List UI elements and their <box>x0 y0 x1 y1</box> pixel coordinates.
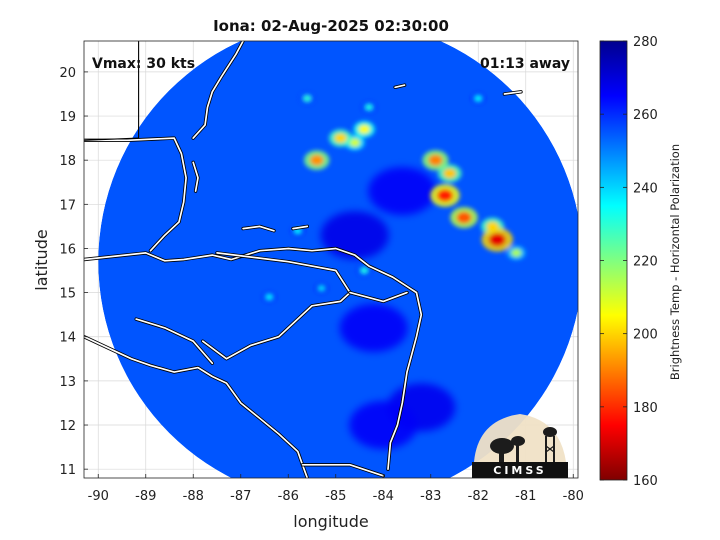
y-tick-label: 20 <box>59 66 76 81</box>
x-tick-label: -80 <box>563 489 584 504</box>
cold-feature <box>358 124 371 134</box>
time-away-annotation: 01:13 away <box>480 56 570 72</box>
cold-features <box>262 92 526 303</box>
cold-feature <box>349 138 361 147</box>
x-tick-label: -89 <box>135 489 156 504</box>
cold-feature <box>309 154 324 166</box>
y-tick-label: 19 <box>59 110 76 125</box>
x-tick-label: -84 <box>373 489 394 504</box>
y-tick-label: 11 <box>59 463 76 478</box>
island <box>292 225 309 230</box>
cold-feature <box>456 211 472 224</box>
cold-feature <box>265 294 273 300</box>
warm-features <box>320 167 456 450</box>
y-tick-label: 16 <box>59 242 76 257</box>
cimss-logo: CIMSS <box>472 414 568 478</box>
cold-feature <box>334 133 347 144</box>
x-tick-label: -81 <box>515 489 536 504</box>
y-tick-label: 14 <box>59 331 76 346</box>
coastline <box>301 463 385 477</box>
chart-title: Iona: 02-Aug-2025 02:30:00 <box>213 17 449 35</box>
colorbar-ticks: 160 180 200 220 240 260 280 <box>600 35 658 489</box>
x-tick-label: -86 <box>278 489 299 504</box>
y-axis: 11 12 13 14 15 16 17 18 19 20 <box>59 66 88 478</box>
x-tick-label: -82 <box>468 489 489 504</box>
cold-feature <box>318 285 325 291</box>
coastline <box>84 335 309 478</box>
warm-feature <box>349 401 418 450</box>
swath-layer <box>84 41 578 478</box>
colorbar-label: Brightness Temp - Horizontal Polarizatio… <box>668 144 682 380</box>
cold-feature <box>437 189 453 202</box>
colorbar-tick-label: 200 <box>633 328 658 343</box>
y-tick-label: 13 <box>59 375 76 390</box>
coastline <box>201 252 351 360</box>
coastline <box>349 291 408 303</box>
cold-feature <box>360 267 369 274</box>
x-axis: -90 -89 -88 -87 -86 -85 -84 -83 -82 -81 -80 <box>88 474 584 504</box>
colorbar-tick-label: 220 <box>633 255 658 270</box>
svg-text:CIMSS: CIMSS <box>493 464 546 477</box>
cold-feature <box>365 104 373 111</box>
x-tick-label: -87 <box>230 489 251 504</box>
cold-feature <box>474 95 482 102</box>
x-axis-label: longitude <box>293 512 368 531</box>
y-tick-label: 17 <box>59 198 76 213</box>
y-tick-label: 15 <box>59 287 76 302</box>
x-tick-label: -85 <box>325 489 346 504</box>
colorbar-tick-label: 160 <box>633 474 658 489</box>
island <box>394 84 406 89</box>
warm-feature <box>368 167 437 216</box>
cold-feature <box>303 95 312 102</box>
colorbar-tick-label: 180 <box>633 401 658 416</box>
country-border <box>84 137 139 141</box>
cold-feature <box>443 168 457 179</box>
colorbar <box>599 40 628 481</box>
x-tick-label: -90 <box>88 489 109 504</box>
colorbar-tick-label: 280 <box>633 35 658 50</box>
plot-frame <box>83 40 579 479</box>
coastline <box>84 137 187 252</box>
cold-feature <box>511 248 522 257</box>
colorbar-tick-label: 260 <box>633 108 658 123</box>
cold-feature <box>428 154 443 166</box>
cold-feature <box>488 233 506 247</box>
x-tick-label: -88 <box>183 489 204 504</box>
island <box>503 90 522 95</box>
warm-feature <box>320 211 389 260</box>
swath-disk <box>98 41 578 478</box>
coastline <box>192 41 244 139</box>
coastlines <box>84 41 523 478</box>
colorbar-tick-label: 240 <box>633 181 658 196</box>
x-tick-label: -83 <box>420 489 441 504</box>
warm-feature <box>339 303 408 352</box>
vmax-annotation: Vmax: 30 kts <box>92 56 195 72</box>
coastline <box>84 247 423 471</box>
island <box>242 225 275 232</box>
y-tick-label: 12 <box>59 419 76 434</box>
y-axis-label: latitude <box>32 229 51 290</box>
coastline <box>135 318 214 365</box>
y-tick-label: 18 <box>59 154 76 169</box>
island <box>192 161 199 192</box>
